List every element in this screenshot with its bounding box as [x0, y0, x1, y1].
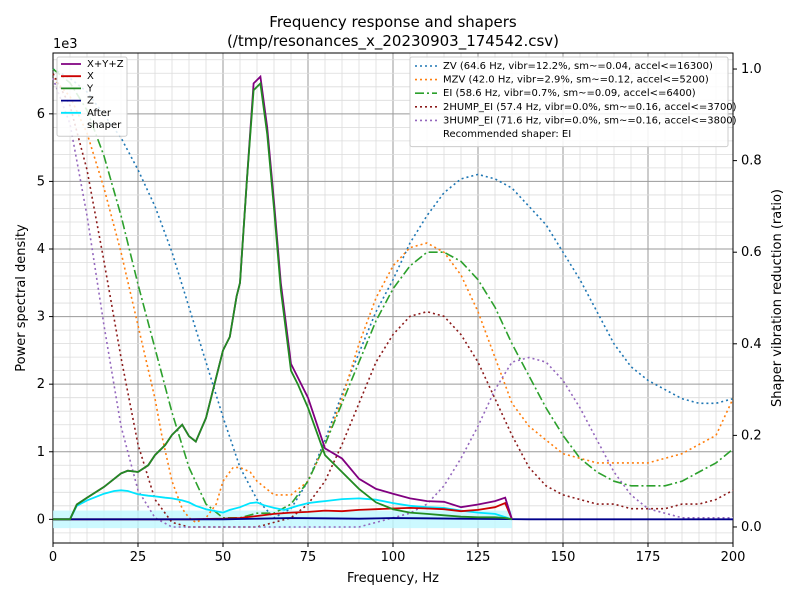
legend-psd-label: After: [87, 108, 112, 119]
legend-shaper-label: 3HUMP_EI (71.6 Hz, vibr=0.0%, sm~=0.16, …: [443, 115, 737, 126]
y2-tick-label: 0.2: [741, 428, 762, 443]
y2-tick-label: 1.0: [741, 62, 762, 77]
x-tick-label: 175: [636, 550, 661, 565]
x-tick-label: 125: [466, 550, 491, 565]
legend-psd-label: Y: [86, 83, 94, 94]
y-tick-label: 3: [37, 310, 45, 325]
y-tick-label: 2: [37, 377, 45, 392]
psd-line: [53, 517, 733, 521]
x-tick-label: 150: [551, 550, 576, 565]
y-tick-label: 6: [37, 107, 45, 122]
legend-shaper-label: ZV (64.6 Hz, vibr=12.2%, sm~=0.04, accel…: [443, 61, 713, 72]
chart-title-line: Frequency response and shapers: [269, 13, 517, 31]
x-axis-label: Frequency, Hz: [347, 571, 439, 586]
shaper-line: [52, 77, 734, 524]
x-tick-label: 0: [49, 550, 57, 565]
shaper-line: [52, 68, 734, 519]
x-tick-label: 75: [300, 550, 317, 565]
y-tick-label: 1: [37, 445, 45, 460]
axes: 0 25 50 75 100 125 150 175 200 0 1 2 3 4 5 6 0.0 0.2 0.4 0.…: [37, 62, 762, 565]
y-axis-label: Power spectral density: [14, 224, 29, 372]
shaper-line: [52, 73, 734, 528]
psd-line: [53, 489, 513, 521]
legend-psd-label: Z: [87, 96, 94, 107]
shaper-line: [52, 68, 734, 519]
x-tick-label: 100: [381, 550, 406, 565]
legend-psd-label: shaper: [87, 120, 122, 131]
legend-recommended-shaper: Recommended shaper: EI: [443, 129, 571, 140]
y2-tick-label: 0.0: [741, 520, 762, 535]
x-tick-label: 200: [721, 550, 746, 565]
grid: [52, 53, 734, 543]
legend-shaper-label: EI (58.6 Hz, vibr=0.7%, sm~=0.09, accel<…: [443, 88, 696, 99]
legend-shaper-label: MZV (42.0 Hz, vibr=2.9%, sm~=0.12, accel…: [443, 75, 709, 86]
legend-psd-label: X: [87, 71, 94, 82]
psd-curves: [53, 74, 733, 521]
x-tick-label: 25: [130, 550, 147, 565]
legend-shaper-label: 2HUMP_EI (57.4 Hz, vibr=0.0%, sm~=0.16, …: [443, 102, 737, 113]
chart-title: Frequency response and shapers (/tmp/reso…: [227, 13, 559, 51]
psd-line: [53, 81, 513, 521]
y-scale-label: 1e3: [53, 37, 78, 52]
y-tick-label: 5: [37, 174, 45, 189]
y-tick-label: 4: [37, 242, 45, 257]
legend-psd-label: X+Y+Z: [87, 59, 124, 70]
y2-tick-label: 0.6: [741, 245, 762, 260]
y2-tick-label: 0.4: [741, 337, 762, 352]
y2-axis-label: Shaper vibration reduction (ratio): [770, 189, 785, 407]
y2-tick-label: 0.8: [741, 154, 762, 169]
chart-title-line: (/tmp/resonances_x_20230903_174542.csv): [227, 32, 559, 51]
legend-shapers: ZV (64.6 Hz, vibr=12.2%, sm~=0.04, accel…: [409, 56, 737, 148]
y-tick-label: 0: [37, 512, 45, 527]
x-tick-label: 50: [215, 550, 232, 565]
legend-shapers-box: [409, 56, 729, 148]
